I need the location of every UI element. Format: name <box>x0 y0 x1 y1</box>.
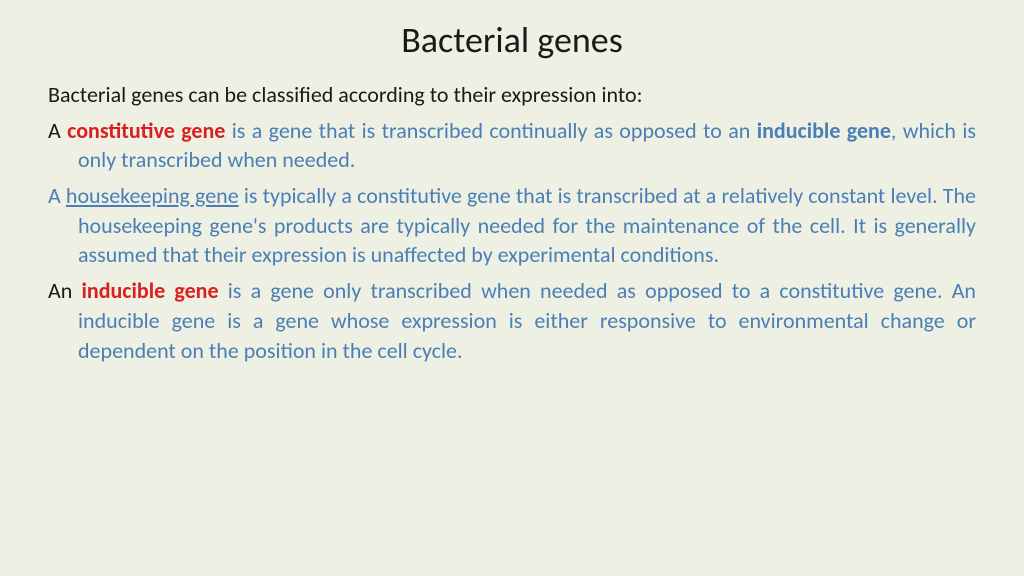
link-housekeeping-gene[interactable]: housekeeping gene <box>66 182 239 209</box>
intro-line: Bacterial genes can be classified accord… <box>48 80 976 110</box>
slide-title: Bacterial genes <box>48 18 976 62</box>
text-segment: is a gene that is transcribed continuall… <box>225 117 756 144</box>
text-lead: A <box>48 182 66 209</box>
text-lead: An <box>48 277 81 304</box>
text-lead: A <box>48 117 67 144</box>
slide-body: Bacterial genes can be classified accord… <box>48 80 976 365</box>
term-inducible: inducible gene <box>81 277 218 304</box>
paragraph-housekeeping: A housekeeping gene is typically a const… <box>48 181 976 270</box>
paragraph-inducible: An inducible gene is a gene only transcr… <box>48 276 976 365</box>
term-inducible-inline: inducible gene <box>757 117 891 144</box>
paragraph-constitutive: A constitutive gene is a gene that is tr… <box>48 116 976 175</box>
term-constitutive: constitutive gene <box>67 117 225 144</box>
